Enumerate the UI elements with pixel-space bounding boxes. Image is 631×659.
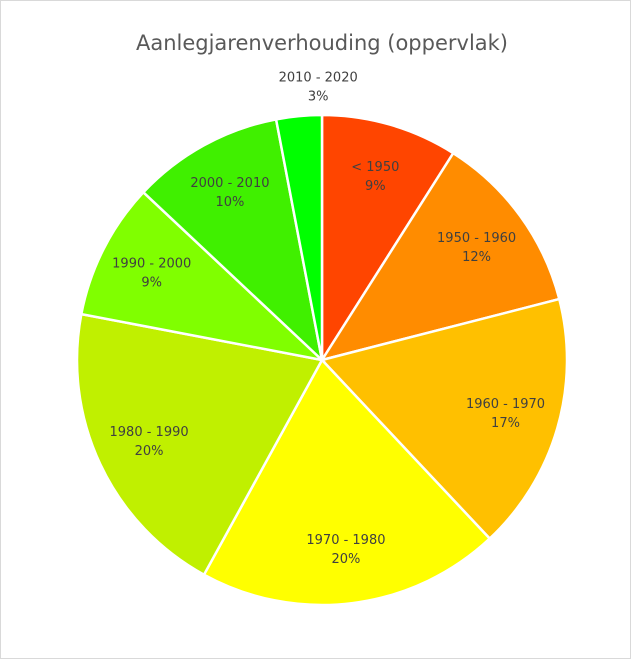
slice-label: 1950 - 1960 bbox=[437, 231, 516, 246]
slice-label: 1970 - 1980 bbox=[306, 533, 385, 548]
slice-label: 1990 - 2000 bbox=[112, 257, 191, 272]
slice-value-label: 17% bbox=[491, 416, 520, 431]
pie-slice bbox=[202, 357, 492, 607]
pie-slice bbox=[274, 113, 324, 361]
slice-value-label: 9% bbox=[141, 276, 162, 291]
slice-value-label: 9% bbox=[365, 179, 386, 194]
pie-slice bbox=[320, 113, 456, 365]
slice-value-label: 20% bbox=[135, 444, 164, 459]
pie-slice bbox=[319, 297, 569, 541]
slice-value-label: 12% bbox=[462, 250, 491, 265]
slice-label: < 1950 bbox=[351, 160, 399, 175]
pie-slice bbox=[79, 190, 326, 363]
slice-value-label: 20% bbox=[331, 552, 360, 567]
slice-value-label: 3% bbox=[308, 89, 329, 104]
chart-title: Aanlegjarenverhouding (oppervlak) bbox=[136, 31, 508, 55]
pie-slice bbox=[75, 312, 324, 577]
slice-label: 2000 - 2010 bbox=[190, 176, 269, 191]
slice-value-label: 10% bbox=[215, 195, 244, 210]
slice-label: 2010 - 2020 bbox=[279, 70, 358, 85]
pie-slice bbox=[141, 117, 324, 364]
pie-slice bbox=[319, 151, 561, 362]
slice-label: 1980 - 1990 bbox=[110, 425, 189, 440]
slice-label: 1960 - 1970 bbox=[466, 397, 545, 412]
